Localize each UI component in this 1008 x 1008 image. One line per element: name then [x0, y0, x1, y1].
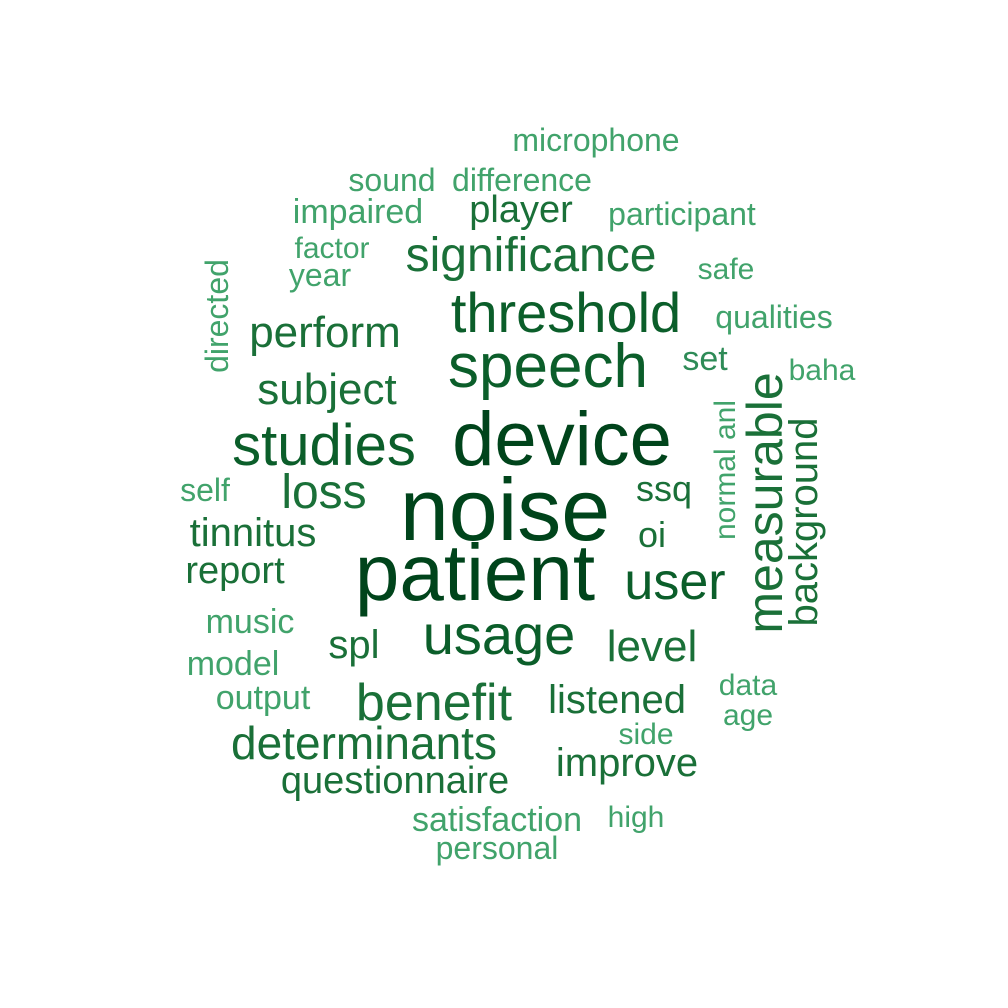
- word-threshold: threshold: [450, 281, 682, 344]
- word-baha: baha: [788, 354, 856, 387]
- word-impaired: impaired: [292, 193, 424, 231]
- word-questionnaire: questionnaire: [280, 760, 510, 802]
- word-model: model: [186, 645, 280, 683]
- word-factor: factor: [294, 232, 370, 265]
- word-high: high: [607, 801, 665, 834]
- word-difference: difference: [452, 162, 592, 198]
- word-output: output: [215, 679, 311, 717]
- word-microphone: microphone: [512, 122, 680, 158]
- word-spl: spl: [328, 623, 380, 667]
- word-background: background: [782, 417, 826, 627]
- word-normal-anl: normal anl: [709, 399, 742, 541]
- word-participant: participant: [608, 196, 756, 232]
- word-personal: personal: [435, 830, 559, 866]
- word-benefit: benefit: [355, 674, 513, 732]
- word-improve: improve: [555, 741, 699, 785]
- word-device: device: [452, 397, 672, 482]
- word-self: self: [180, 472, 230, 508]
- word-report: report: [185, 550, 285, 592]
- word-satisfaction: satisfaction: [411, 801, 583, 839]
- word-speech: speech: [448, 332, 648, 401]
- word-qualities: qualities: [715, 299, 833, 335]
- word-safe: safe: [697, 253, 755, 286]
- word-user: user: [624, 553, 726, 611]
- word-oi: oi: [637, 514, 667, 555]
- word-year: year: [288, 257, 352, 293]
- word-tinnitus: tinnitus: [189, 511, 317, 555]
- word-player: player: [469, 189, 573, 231]
- word-level: level: [606, 622, 698, 671]
- word-noise: noise: [399, 460, 611, 559]
- word-studies: studies: [232, 413, 416, 478]
- word-directed: directed: [199, 259, 235, 373]
- word-side: side: [618, 718, 674, 751]
- word-age: age: [722, 699, 774, 732]
- word-usage: usage: [422, 603, 576, 666]
- word-loss: loss: [281, 466, 367, 519]
- word-perform: perform: [249, 308, 401, 357]
- word-significance: significance: [405, 229, 657, 282]
- word-sound: sound: [348, 162, 436, 198]
- word-ssq: ssq: [635, 468, 693, 509]
- word-listened: listened: [548, 678, 686, 722]
- word-determinants: determinants: [231, 717, 497, 769]
- word-subject: subject: [257, 365, 397, 414]
- word-data: data: [718, 669, 778, 702]
- word-set: set: [682, 340, 728, 378]
- word-music: music: [205, 603, 295, 641]
- word-patient: patient: [354, 528, 596, 617]
